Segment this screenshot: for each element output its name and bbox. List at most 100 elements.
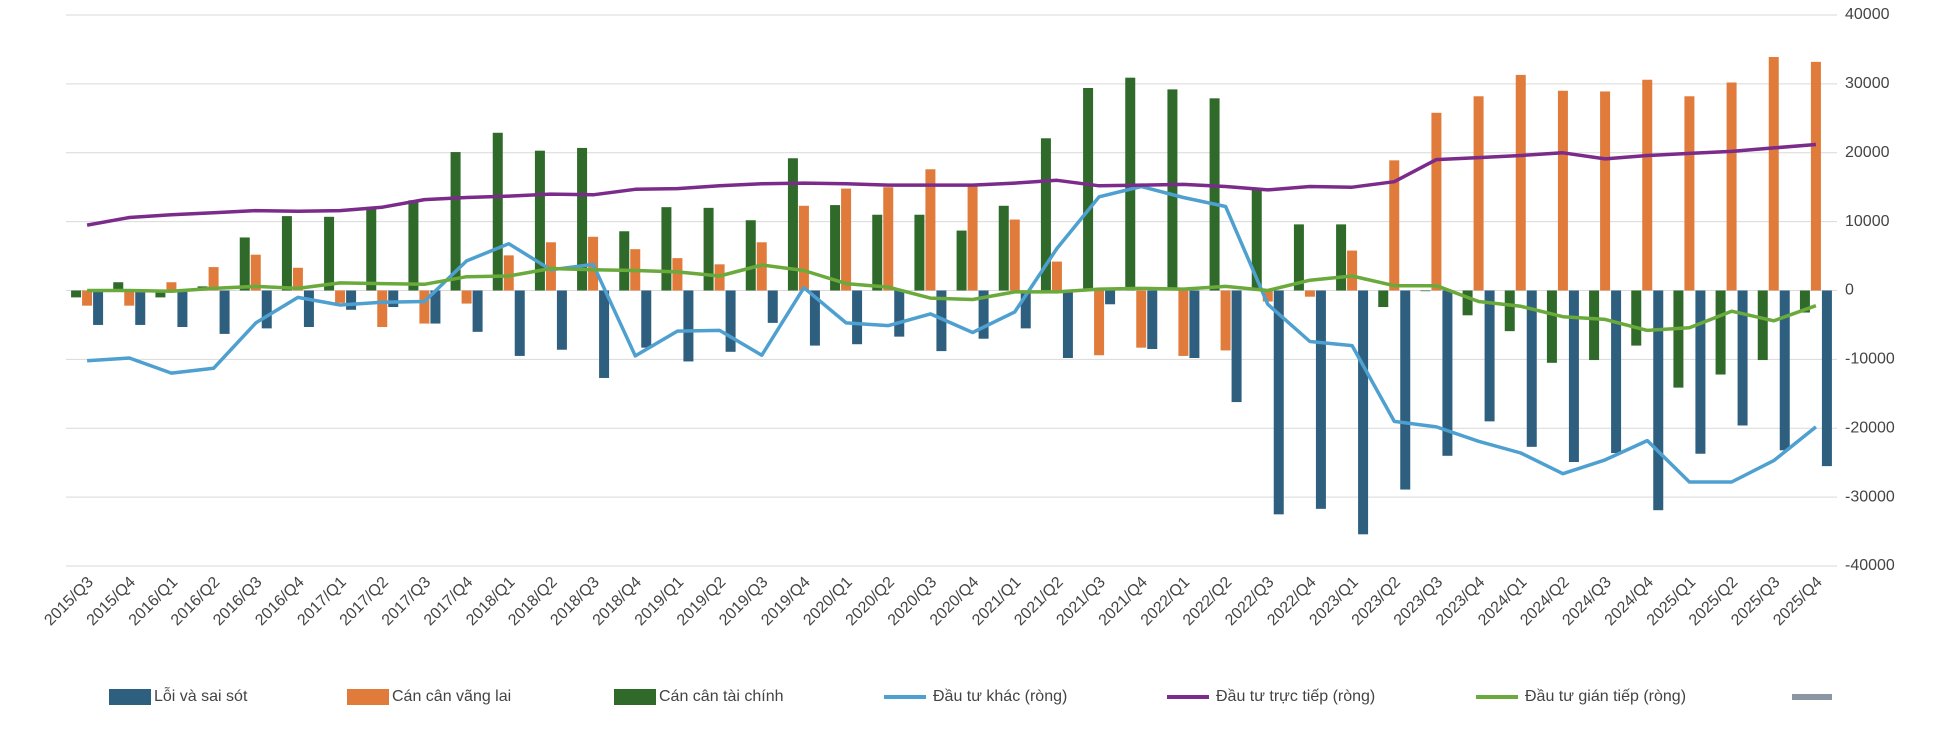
bar — [1484, 290, 1495, 422]
bar — [346, 290, 357, 310]
bar — [166, 282, 177, 291]
legend-swatch — [347, 689, 389, 705]
legend-label: Đầu tư khác (ròng) — [933, 688, 1067, 705]
bar — [978, 290, 989, 339]
bar — [1293, 224, 1304, 291]
bar — [914, 214, 925, 291]
y-tick-label: 30000 — [1845, 75, 1890, 92]
bar — [1768, 57, 1779, 291]
y-tick-label: 20000 — [1845, 144, 1890, 161]
bar — [1315, 290, 1326, 509]
bar — [261, 290, 272, 329]
bar — [219, 290, 230, 334]
bar — [177, 290, 188, 328]
bar — [1821, 290, 1832, 467]
bar — [1209, 98, 1220, 291]
y-tick-label: 10000 — [1845, 213, 1890, 230]
bar — [1726, 82, 1737, 291]
bar — [408, 200, 419, 291]
bar — [472, 290, 483, 332]
bar — [419, 290, 430, 324]
bar — [1526, 290, 1537, 447]
bar — [155, 290, 166, 298]
bar — [998, 205, 1009, 291]
bar — [672, 258, 683, 291]
bar — [1515, 74, 1526, 291]
bar — [1040, 138, 1051, 291]
bar — [1431, 112, 1442, 291]
bar — [1358, 290, 1369, 535]
bar — [967, 185, 978, 291]
bar — [135, 290, 146, 325]
bar — [767, 290, 778, 323]
bar — [492, 132, 503, 291]
bar — [534, 150, 545, 291]
bar — [545, 242, 556, 291]
bar — [1009, 219, 1020, 291]
legend-label: Đầu tư gián tiếp (ròng) — [1525, 688, 1686, 705]
bar — [577, 147, 588, 291]
bar — [514, 290, 525, 356]
bar — [1810, 61, 1821, 291]
bar — [303, 290, 314, 328]
bar — [366, 207, 377, 291]
line — [86, 184, 1817, 484]
line — [87, 263, 1817, 333]
bar — [1568, 290, 1579, 462]
bar — [208, 267, 219, 291]
bar — [71, 290, 82, 298]
bar — [377, 290, 388, 328]
bar — [925, 169, 936, 291]
bar — [1799, 290, 1810, 313]
legend-label: Cán cân vãng lai — [392, 688, 511, 705]
bar — [599, 290, 610, 378]
bar — [1220, 290, 1231, 351]
bar — [1347, 250, 1358, 291]
bar — [1589, 290, 1600, 361]
bar — [1642, 79, 1653, 291]
bar — [250, 254, 261, 291]
bar — [1167, 89, 1178, 291]
bar — [1504, 290, 1515, 332]
bar — [1378, 290, 1389, 308]
y-tick-label: -10000 — [1845, 351, 1895, 368]
y-tick-label: 40000 — [1845, 6, 1890, 23]
bar — [852, 290, 863, 345]
bar — [1062, 290, 1073, 358]
bar — [1600, 91, 1611, 291]
legend-label: Lỗi và sai sót — [154, 686, 248, 705]
bar — [1695, 290, 1706, 454]
y-tick-label: -30000 — [1845, 488, 1895, 505]
bar — [1473, 96, 1484, 291]
bar — [1462, 290, 1473, 316]
bar — [1094, 290, 1105, 356]
bar — [1020, 290, 1031, 329]
bar — [1231, 290, 1242, 403]
bar — [1251, 189, 1262, 291]
bar — [703, 207, 714, 291]
legend-label: Đầu tư trực tiếp (ròng) — [1216, 688, 1375, 705]
bar — [556, 290, 567, 350]
bar — [798, 205, 809, 291]
y-tick-label: -20000 — [1845, 419, 1895, 436]
bar — [1757, 290, 1768, 361]
bar — [745, 220, 756, 291]
bar — [1546, 290, 1557, 363]
bar — [1262, 290, 1273, 302]
legend-swatch — [614, 689, 656, 705]
bar — [1737, 290, 1748, 426]
bar — [1178, 290, 1189, 356]
bar — [450, 152, 461, 291]
bar — [1442, 290, 1453, 456]
bar — [830, 205, 841, 291]
bar — [661, 207, 672, 291]
bar — [883, 187, 894, 291]
bar — [1336, 224, 1347, 291]
bar — [683, 290, 694, 362]
bar — [1420, 290, 1431, 292]
bar — [124, 290, 135, 306]
bar — [1273, 290, 1284, 515]
bar — [93, 290, 104, 325]
bar — [1611, 290, 1622, 454]
